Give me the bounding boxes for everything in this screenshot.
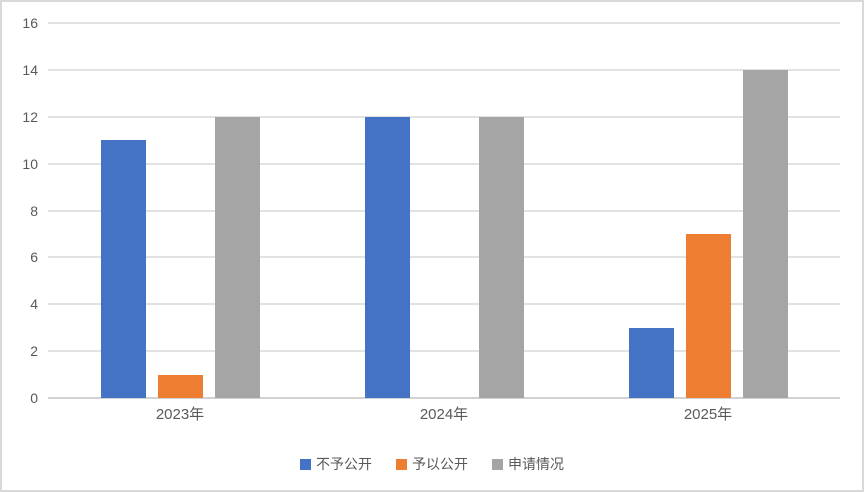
x-tick-label: 2025年 xyxy=(683,406,733,423)
legend-swatch-icon xyxy=(492,458,503,470)
y-axis: 0 2 4 6 8 10 12 14 16 xyxy=(2,15,38,406)
y-tick-label: 10 xyxy=(22,155,38,172)
y-tick-label: 4 xyxy=(30,296,38,313)
legend-label: 申请情况 xyxy=(508,456,564,472)
legend-item-series-1: 予以公开 xyxy=(396,454,468,474)
x-axis: 2023年 2024年 2025年 xyxy=(48,404,840,426)
y-tick-label: 8 xyxy=(30,202,38,219)
bar-series-2-category-2 xyxy=(742,69,788,398)
gridline xyxy=(48,256,840,259)
gridline xyxy=(48,162,840,165)
y-tick-label: 0 xyxy=(30,390,38,406)
gridline xyxy=(48,209,840,212)
bar-series-0-category-2 xyxy=(628,327,674,398)
gridline xyxy=(48,115,840,118)
legend-label: 予以公开 xyxy=(412,456,468,472)
legend: 不予公开 予以公开 申请情况 xyxy=(2,454,862,474)
legend-item-series-0: 不予公开 xyxy=(300,454,372,474)
x-axis-line xyxy=(48,397,840,399)
gridline xyxy=(48,303,840,306)
x-tick-label: 2023年 xyxy=(155,406,205,423)
bar-series-2-category-0 xyxy=(214,116,260,398)
legend-swatch-icon xyxy=(396,458,407,470)
legend-item-series-2: 申请情况 xyxy=(492,454,564,474)
y-tick-label: 16 xyxy=(22,15,38,31)
y-tick-label: 6 xyxy=(30,249,38,266)
y-tick-label: 2 xyxy=(30,343,38,360)
bar-series-0-category-1 xyxy=(364,116,410,398)
bar-series-2-category-1 xyxy=(478,116,524,398)
bar-series-0-category-0 xyxy=(100,140,146,398)
legend-swatch-icon xyxy=(300,458,311,470)
y-tick-label: 14 xyxy=(22,61,38,78)
gridline xyxy=(48,68,840,71)
bar-series-1-category-2 xyxy=(685,233,731,398)
gridline xyxy=(48,22,840,24)
x-tick-label: 2024年 xyxy=(419,406,469,423)
y-tick-label: 12 xyxy=(22,108,38,125)
gridline xyxy=(48,350,840,353)
plot-area xyxy=(48,22,840,399)
bar-series-1-category-0 xyxy=(157,374,203,398)
legend-label: 不予公开 xyxy=(316,456,372,472)
